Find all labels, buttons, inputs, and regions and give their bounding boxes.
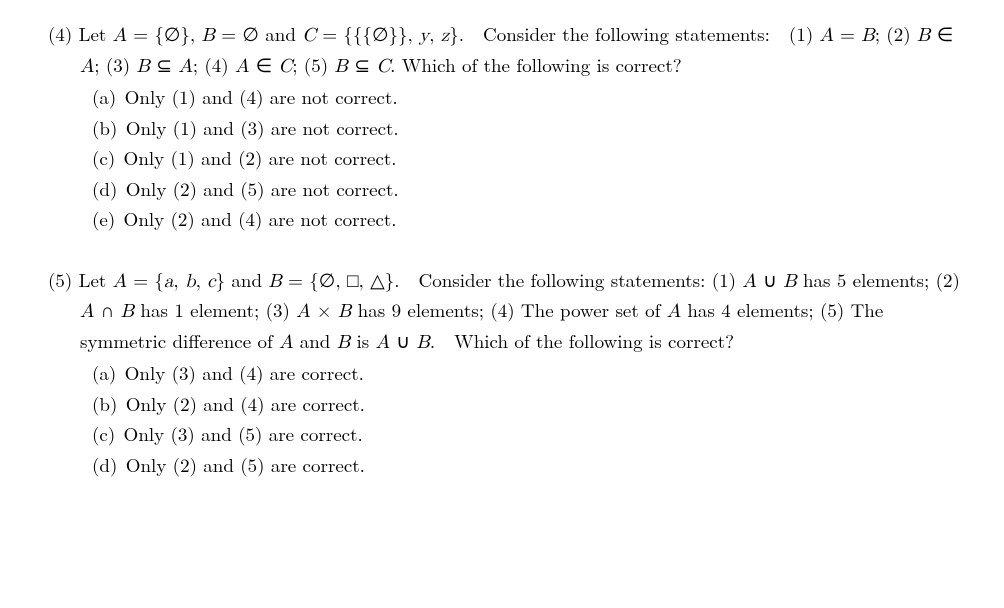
problem-5-options: (a) Only (3) and (4) are correct. (b) On… [30, 359, 974, 479]
problem-4-number: (4) [48, 20, 72, 47]
problem-4-body: (4) Let A = {∅}, B = ∅ and C = {{{∅}}, y… [30, 20, 974, 81]
option-label: (d) [92, 175, 117, 202]
problem-4-option-a: (a) Only (1) and (4) are not correct. [92, 83, 974, 112]
option-label: (e) [92, 205, 115, 232]
option-label: (d) [92, 451, 117, 478]
problem-4-option-b: (b) Only (1) and (3) are not correct. [92, 114, 974, 143]
option-label: (a) [92, 83, 116, 110]
option-label: (c) [92, 420, 115, 447]
problem-5-option-d: (d) Only (2) and (5) are correct. [92, 451, 974, 480]
problem-5-number: (5) [48, 266, 72, 293]
option-label: (a) [92, 359, 116, 386]
option-label: (b) [92, 390, 117, 417]
option-text: Only (3) and (4) are correct. [125, 359, 364, 386]
problem-5-body: (5) Let A = {a, b, c} and B = {∅, □, △}.… [30, 266, 974, 358]
problem-5-option-b: (b) Only (2) and (4) are correct. [92, 390, 974, 419]
option-text: Only (2) and (4) are correct. [126, 390, 365, 417]
problem-5-intro: Let A = {a, b, c} and B = {∅, □, △}. Con… [79, 266, 960, 354]
option-text: Only (1) and (4) are not correct. [125, 83, 398, 110]
problem-4: (4) Let A = {∅}, B = ∅ and C = {{{∅}}, y… [30, 20, 974, 234]
problem-5-option-a: (a) Only (3) and (4) are correct. [92, 359, 974, 388]
option-text: Only (2) and (4) are not correct. [124, 205, 397, 232]
problem-4-option-e: (e) Only (2) and (4) are not correct. [92, 205, 974, 234]
problem-5: (5) Let A = {a, b, c} and B = {∅, □, △}.… [30, 266, 974, 480]
problem-4-option-c: (c) Only (1) and (2) are not correct. [92, 144, 974, 173]
problem-5-option-c: (c) Only (3) and (5) are correct. [92, 420, 974, 449]
option-text: Only (2) and (5) are not correct. [126, 175, 399, 202]
problem-4-option-d: (d) Only (2) and (5) are not correct. [92, 175, 974, 204]
problem-4-intro: Let A = {∅}, B = ∅ and C = {{{∅}}, y, z}… [79, 20, 954, 78]
problem-4-options: (a) Only (1) and (4) are not correct. (b… [30, 83, 974, 234]
option-label: (c) [92, 144, 115, 171]
option-text: Only (1) and (3) are not correct. [126, 114, 399, 141]
option-label: (b) [92, 114, 117, 141]
option-text: Only (2) and (5) are correct. [126, 451, 365, 478]
option-text: Only (1) and (2) are not correct. [124, 144, 397, 171]
option-text: Only (3) and (5) are correct. [124, 420, 363, 447]
